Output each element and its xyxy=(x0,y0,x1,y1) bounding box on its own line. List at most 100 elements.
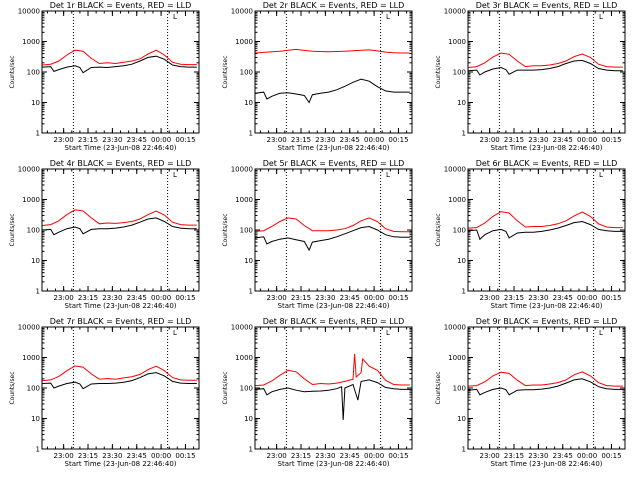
x-tick-label: 23:45 xyxy=(340,136,360,144)
x-tick-label: 00:00 xyxy=(364,136,384,144)
y-axis-label: Counts/sec xyxy=(435,213,442,246)
x-tick-label: 23:45 xyxy=(340,294,360,302)
y-tick-label: 1 xyxy=(249,288,253,296)
x-tick-label: 23:30 xyxy=(528,136,548,144)
y-axis-label: Counts/sec xyxy=(222,213,229,246)
y-tick-label: 10000 xyxy=(444,8,466,16)
y-tick-label: 10 xyxy=(31,99,40,107)
y-tick-label: 10000 xyxy=(18,8,40,16)
y-tick-label: 100 xyxy=(240,385,253,393)
lld-series-line xyxy=(468,211,623,229)
x-tick-label: 00:00 xyxy=(577,136,597,144)
y-tick-label: 10000 xyxy=(231,324,253,332)
events-series-line xyxy=(42,372,197,390)
y-tick-label: 1000 xyxy=(22,196,40,204)
y-tick-label: 100 xyxy=(240,69,253,77)
lld-series-line xyxy=(468,371,623,387)
x-axis-label: Start Time (23-Jun-08 22:46:40) xyxy=(278,144,390,152)
x-tick-label: 23:45 xyxy=(127,294,147,302)
events-series-line xyxy=(42,217,197,236)
x-axis-label: Start Time (23-Jun-08 22:46:40) xyxy=(65,144,177,152)
x-axis-label: Start Time (23-Jun-08 22:46:40) xyxy=(491,144,603,152)
x-tick-label: 23:00 xyxy=(267,294,287,302)
y-tick-label: 1000 xyxy=(448,38,466,46)
y-tick-label: 10 xyxy=(457,415,466,423)
y-axis-label: Counts/sec xyxy=(9,213,16,246)
lld-series-line xyxy=(42,209,197,226)
panel-det-1r: Det 1r BLACK = Events, RED = LLD L 1 10 100 1… xyxy=(9,1,200,152)
x-axis-label: Start Time (23-Jun-08 22:46:40) xyxy=(491,460,603,468)
panel-det-3r: Det 3r BLACK = Events, RED = LLD L 1 10 100 1… xyxy=(435,1,626,152)
x-tick-label: 23:30 xyxy=(528,294,548,302)
x-tick-label: 00:00 xyxy=(151,294,171,302)
y-tick-label: 1000 xyxy=(22,354,40,362)
x-tick-label: 23:00 xyxy=(267,136,287,144)
x-tick-label: 23:15 xyxy=(291,452,311,460)
x-tick-label: 23:45 xyxy=(553,136,573,144)
x-tick-label: 23:45 xyxy=(340,452,360,460)
panel-det-8r: Det 8r BLACK = Events, RED = LLD L 1 10 100 1… xyxy=(222,317,413,468)
x-tick-label: 00:15 xyxy=(601,294,621,302)
x-tick-label: 23:00 xyxy=(54,452,74,460)
corner-marker: L xyxy=(173,329,177,337)
lld-series-line xyxy=(255,217,410,233)
x-axis-label: Start Time (23-Jun-08 22:46:40) xyxy=(278,302,390,310)
y-axis-label: Counts/sec xyxy=(9,371,16,404)
y-tick-label: 100 xyxy=(27,227,40,235)
y-tick-label: 1000 xyxy=(235,38,253,46)
y-tick-label: 100 xyxy=(240,227,253,235)
y-tick-label: 100 xyxy=(27,69,40,77)
panel-title: Det 9r BLACK = Events, RED = LLD xyxy=(476,317,618,326)
x-tick-label: 23:30 xyxy=(315,452,335,460)
x-tick-label: 23:15 xyxy=(504,136,524,144)
y-axis-label: Counts/sec xyxy=(222,371,229,404)
events-series-line xyxy=(255,78,410,104)
x-tick-label: 23:00 xyxy=(480,294,500,302)
y-tick-label: 10 xyxy=(31,257,40,265)
panel-det-2r: Det 2r BLACK = Events, RED = LLD L 1 10 100 1… xyxy=(222,1,413,152)
corner-marker: L xyxy=(173,13,177,21)
y-tick-label: 1000 xyxy=(22,38,40,46)
lld-series-line xyxy=(42,49,197,66)
corner-marker: L xyxy=(599,329,603,337)
y-tick-label: 10 xyxy=(457,257,466,265)
corner-marker: L xyxy=(386,329,390,337)
x-tick-label: 23:15 xyxy=(78,136,98,144)
panel-det-4r: Det 4r BLACK = Events, RED = LLD L 1 10 100 1… xyxy=(9,159,200,310)
y-tick-label: 1 xyxy=(249,446,253,454)
panel-title: Det 5r BLACK = Events, RED = LLD xyxy=(263,159,405,168)
events-series-line xyxy=(255,225,410,252)
x-tick-label: 00:15 xyxy=(175,294,195,302)
x-tick-label: 23:00 xyxy=(267,452,287,460)
panel-det-6r: Det 6r BLACK = Events, RED = LLD L 1 10 100 1… xyxy=(435,159,626,310)
y-tick-label: 1 xyxy=(249,130,253,138)
x-tick-label: 23:15 xyxy=(504,294,524,302)
y-tick-label: 10 xyxy=(244,415,253,423)
x-tick-label: 00:15 xyxy=(175,452,195,460)
panel-det-9r: Det 9r BLACK = Events, RED = LLD L 1 10 100 1… xyxy=(435,317,626,468)
x-tick-label: 23:15 xyxy=(504,452,524,460)
panel-title: Det 3r BLACK = Events, RED = LLD xyxy=(476,1,618,10)
panel-title: Det 4r BLACK = Events, RED = LLD xyxy=(50,159,192,168)
x-tick-label: 00:00 xyxy=(151,452,171,460)
panel-title: Det 1r BLACK = Events, RED = LLD xyxy=(50,1,192,10)
x-tick-label: 23:30 xyxy=(102,136,122,144)
y-tick-label: 1 xyxy=(36,446,40,454)
y-tick-label: 1 xyxy=(462,446,466,454)
x-tick-label: 00:00 xyxy=(577,294,597,302)
y-tick-label: 1000 xyxy=(448,354,466,362)
lld-series-line xyxy=(468,52,623,68)
lld-series-line xyxy=(255,48,410,54)
y-tick-label: 100 xyxy=(27,385,40,393)
x-tick-label: 23:30 xyxy=(315,136,335,144)
events-series-line xyxy=(468,59,623,76)
y-tick-label: 10000 xyxy=(444,166,466,174)
lld-series-line xyxy=(42,365,197,382)
y-tick-label: 1000 xyxy=(235,354,253,362)
y-tick-label: 1000 xyxy=(448,196,466,204)
corner-marker: L xyxy=(599,171,603,179)
panel-title: Det 2r BLACK = Events, RED = LLD xyxy=(263,1,405,10)
corner-marker: L xyxy=(386,171,390,179)
